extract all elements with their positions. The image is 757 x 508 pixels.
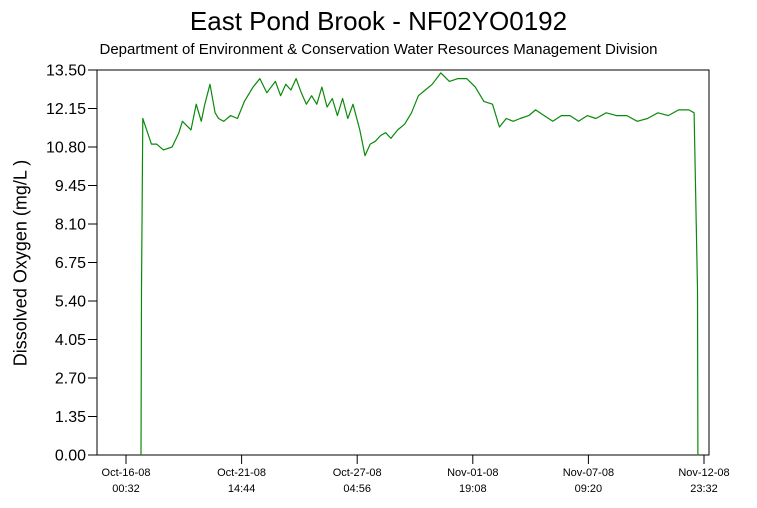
y-tick-label: 2.70: [55, 371, 86, 388]
x-axis: Oct-16-08 00:32 Oct-21-08 14:44 Oct-27-08 04:…: [102, 455, 730, 495]
x-tick-label-time: 04:56: [343, 483, 371, 495]
y-tick-label: 10.80: [46, 140, 86, 157]
x-tick-label-date: Oct-16-08: [102, 467, 151, 479]
y-tick-label: 6.75: [55, 255, 86, 272]
x-tick-label-time: 19:08: [459, 483, 487, 495]
y-tick-label: 13.50: [46, 63, 86, 80]
x-tick-label: Nov-07-08 09:20: [563, 467, 614, 495]
x-tick-label: Nov-12-08 23:32: [678, 467, 729, 495]
x-tick-label-date: Oct-21-08: [217, 467, 266, 479]
chart-title: East Pond Brook - NF02YO0192: [189, 6, 568, 36]
y-tick-label: 12.15: [46, 101, 86, 118]
x-tick-label-time: 09:20: [575, 483, 603, 495]
x-tick-label-time: 00:32: [112, 483, 140, 495]
series-group: [140, 72, 699, 456]
x-tick-label-time: 23:32: [690, 483, 718, 495]
x-tick-label-date: Oct-27-08: [333, 467, 382, 479]
x-tick-label-date: Nov-01-08: [447, 467, 498, 479]
y-tick-label: 5.40: [55, 294, 86, 311]
x-tick-label-date: Nov-12-08: [678, 467, 729, 479]
y-tick-label: 9.45: [55, 178, 86, 195]
x-tick-label: Oct-21-08 14:44: [217, 467, 266, 495]
y-tick-label: 8.10: [55, 217, 86, 234]
chart-subtitle: Department of Environment & Conservation…: [99, 41, 658, 58]
x-tick-label-time: 14:44: [228, 483, 256, 495]
x-tick-label: Oct-27-08 04:56: [333, 467, 382, 495]
x-tick-label-date: Nov-07-08: [563, 467, 614, 479]
y-axis: 0.00 1.35 2.70 4.05 5.40 6.75 8.10 9.45 10.80 12.…: [46, 63, 97, 465]
y-tick-label: 0.00: [55, 448, 86, 465]
series-line: [140, 72, 699, 456]
y-tick-label: 1.35: [55, 409, 86, 426]
x-tick-label: Nov-01-08 19:08: [447, 467, 498, 495]
y-tick-label: 4.05: [55, 332, 86, 349]
x-tick-label: Oct-16-08 00:32: [102, 467, 151, 495]
